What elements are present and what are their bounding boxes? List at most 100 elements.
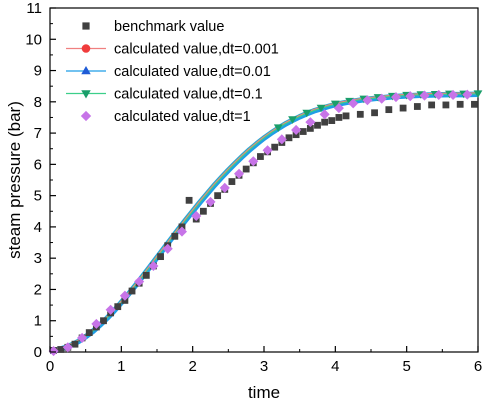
series-point-dt1 [376, 93, 387, 104]
plot-frame [49, 7, 479, 353]
series-point-dt1 [205, 196, 216, 207]
plot-area [49, 7, 479, 353]
series-point-dt1 [319, 109, 330, 120]
series-point-benchmark [335, 114, 343, 121]
series-point-dt1 [419, 90, 430, 101]
series-point-benchmark [456, 100, 464, 108]
x-tick-label: 4 [331, 358, 339, 375]
series-point-dt0.1 [330, 100, 340, 109]
series-point-benchmark [257, 153, 264, 160]
series-point-dt1 [447, 89, 459, 100]
x-tick-label: 5 [402, 358, 410, 375]
series-point-dt1 [348, 98, 359, 109]
y-tick-label: 10 [25, 31, 42, 48]
y-tick-label: 3 [34, 250, 42, 267]
legend-label: calculated value,dt=1 [114, 109, 251, 125]
series-point-benchmark [428, 101, 436, 109]
series-point-benchmark [271, 143, 279, 151]
series-point-dt1 [191, 210, 202, 222]
series-point-dt1 [291, 124, 302, 136]
series-point-benchmark [114, 303, 122, 311]
x-tick-label: 6 [474, 358, 482, 375]
series-point-benchmark [306, 125, 314, 132]
x-tick-label: 1 [117, 358, 125, 375]
x-axis-title: time [248, 383, 280, 402]
legend-marker [81, 90, 91, 99]
y-tick-label: 6 [34, 156, 42, 173]
series-point-dt1 [119, 290, 130, 301]
series-point-benchmark [371, 109, 378, 117]
series-point-benchmark [321, 118, 329, 126]
series-point-benchmark [142, 271, 150, 279]
legend: benchmark value calculated value,dt=0.001… [66, 19, 279, 125]
series-point-benchmark [199, 207, 207, 215]
series-point-benchmark [57, 346, 65, 353]
series-point-benchmark [285, 134, 293, 142]
series-point-benchmark [442, 101, 450, 109]
series-point-dt1 [105, 304, 116, 315]
series-point-benchmark [128, 287, 136, 295]
series-point-dt0.1 [316, 104, 326, 113]
legend-marker [82, 22, 90, 30]
series-point-benchmark [385, 106, 393, 114]
legend-label: calculated value,dt=0.01 [114, 64, 271, 80]
series-point-benchmark [299, 128, 307, 135]
y-tick-label: 7 [34, 125, 42, 142]
series-point-dt1 [362, 95, 373, 106]
series-point-benchmark [214, 192, 222, 200]
x-tick-label: 3 [260, 358, 268, 375]
series-point-benchmark [71, 340, 79, 348]
series-point-dt0.1 [273, 124, 283, 132]
x-tick-label: 2 [188, 358, 196, 375]
series-point-dt0.1 [288, 116, 297, 124]
series-point-dt1 [148, 260, 159, 272]
series-point-dt1 [262, 145, 273, 156]
legend-marker [80, 110, 92, 122]
y-tick-label: 5 [34, 188, 42, 205]
series-point-dt1 [405, 91, 416, 102]
series-point-benchmark [413, 103, 421, 110]
series-point-benchmark [100, 317, 107, 325]
series-point-dt1 [276, 134, 287, 145]
y-tick-label: 0 [34, 344, 42, 361]
series-point-benchmark [471, 100, 478, 108]
series-point-benchmark [356, 110, 364, 118]
y-tick-label: 8 [34, 94, 42, 111]
x-tick-label: 0 [46, 358, 54, 375]
legend-marker [81, 66, 91, 75]
y-tick-label: 2 [34, 281, 42, 298]
series-point-dt1 [390, 92, 402, 103]
series-layer [48, 89, 483, 357]
series-point-benchmark [242, 165, 250, 173]
series-point-dt1 [176, 226, 188, 237]
series-point-benchmark [171, 232, 179, 240]
series-point-benchmark [228, 178, 236, 185]
y-tick-label: 4 [34, 219, 42, 236]
series-point-dt1 [233, 168, 245, 179]
series-point-dt1 [77, 332, 88, 343]
series-line-dt0.01 [49, 91, 479, 355]
series-point-dt0.1 [473, 90, 483, 98]
axes-layer: 0 1 2 3 4 5 6 0 1 2 3 4 5 6 7 8 9 10 11 [25, 0, 482, 375]
y-tick-label: 1 [34, 313, 42, 330]
series-point-dt1 [462, 89, 473, 100]
series-point-dt1 [62, 342, 73, 353]
legend-label: calculated value,dt=0.001 [114, 42, 279, 58]
series-point-dt1 [333, 103, 344, 114]
series-point-benchmark [328, 117, 336, 124]
series-point-dt1 [219, 182, 230, 193]
series-point-dt1 [134, 276, 145, 287]
y-axis-title: steam pressure (bar) [5, 101, 24, 259]
series-point-benchmark [157, 253, 164, 261]
legend-label: benchmark value [114, 19, 224, 35]
series-point-benchmark [185, 196, 193, 204]
series-point-dt0.1 [302, 109, 312, 118]
series-point-benchmark [399, 104, 407, 112]
series-point-dt1 [305, 117, 316, 128]
y-tick-label: 9 [34, 63, 42, 80]
series-point-dt1 [48, 346, 59, 357]
series-point-dt1 [433, 89, 444, 100]
legend-label: calculated value,dt=0.1 [114, 87, 263, 103]
series-point-benchmark [85, 329, 93, 337]
